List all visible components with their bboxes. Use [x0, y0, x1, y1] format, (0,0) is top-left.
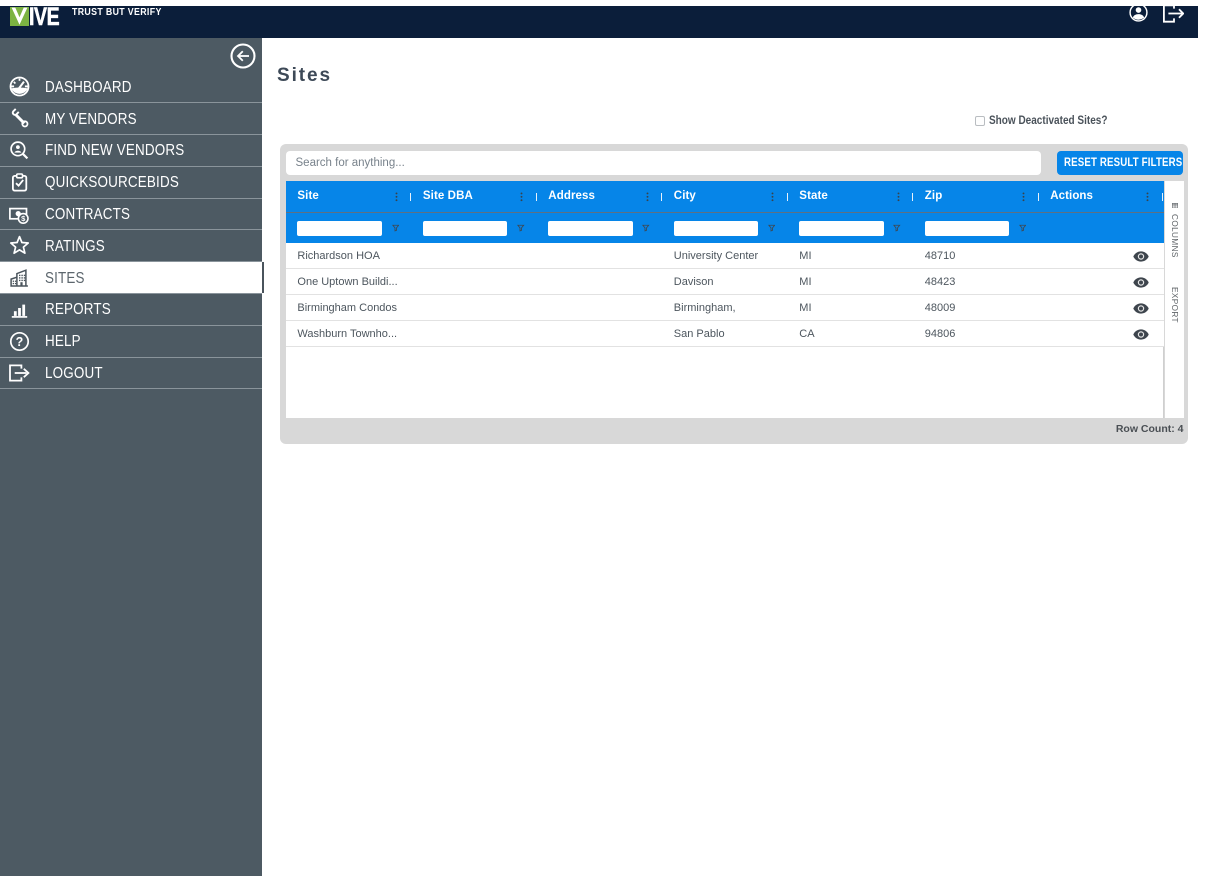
svg-text:?: ? [15, 335, 23, 349]
svg-text:$: $ [21, 214, 26, 223]
